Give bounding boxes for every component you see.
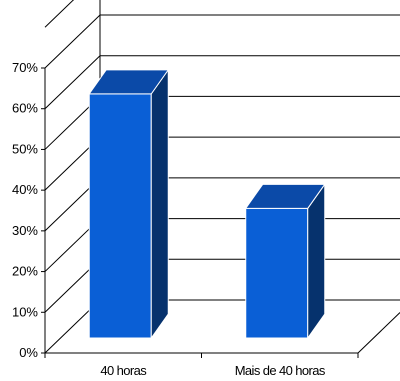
y-tick-label: 20% (12, 264, 38, 279)
gridline (44, 14, 400, 69)
bar (245, 207, 309, 339)
bar-top (244, 183, 326, 209)
bar-group (244, 182, 326, 340)
y-tick-label: 0% (19, 345, 38, 360)
y-tick-label: 40% (12, 182, 38, 197)
bar-group (88, 68, 170, 340)
bar-layer (88, 68, 326, 340)
bar-side (150, 68, 169, 340)
y-tick-label: 30% (12, 223, 38, 238)
gridline (44, 0, 75, 28)
label-layer: 0% 10% 20% 30% 40% 50% 60% 70% 40 horas Mais de 4… (12, 60, 327, 378)
bar-side (307, 182, 326, 340)
bar (88, 93, 152, 339)
y-tick-label: 60% (12, 101, 38, 116)
y-tick-label: 50% (12, 141, 38, 156)
x-category-label: Mais de 40 horas (235, 363, 326, 378)
floor-right-edge (357, 312, 400, 354)
y-tick-label: 10% (12, 304, 38, 319)
bar-top (88, 69, 170, 95)
x-category-label: 40 horas (100, 363, 147, 378)
y-tick-label: 70% (12, 60, 38, 75)
